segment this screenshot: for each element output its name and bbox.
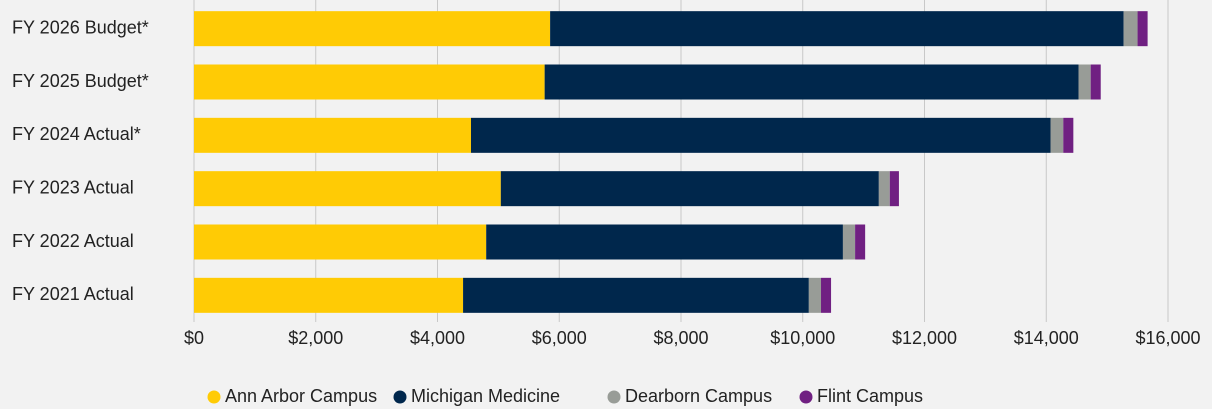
bar-segment xyxy=(1063,117,1074,153)
bar-segment xyxy=(1050,117,1064,153)
x-tick-label: $16,000 xyxy=(1135,328,1200,348)
bar-segment xyxy=(808,277,822,313)
x-tick-label: $4,000 xyxy=(410,328,465,348)
bar-segment xyxy=(1078,64,1091,100)
bar-segment xyxy=(194,11,551,47)
bar-segment xyxy=(855,224,866,260)
x-tick-label: $12,000 xyxy=(892,328,957,348)
bar-segment xyxy=(194,224,487,260)
bar-segment xyxy=(194,277,464,313)
legend-label: Michigan Medicine xyxy=(411,386,560,406)
legend-marker xyxy=(607,390,621,404)
bar-segment xyxy=(550,11,1124,47)
y-tick-label: FY 2021 Actual xyxy=(12,284,134,304)
x-tick-label: $6,000 xyxy=(532,328,587,348)
x-tick-label: $8,000 xyxy=(653,328,708,348)
x-tick-label: $2,000 xyxy=(288,328,343,348)
y-tick-label: FY 2025 Budget* xyxy=(12,71,149,91)
bar-segment xyxy=(194,171,501,207)
x-tick-label: $14,000 xyxy=(1014,328,1079,348)
bar-segment xyxy=(463,277,809,313)
bar-segment xyxy=(470,117,1051,153)
legend-label: Flint Campus xyxy=(817,386,923,406)
x-tick-label: $10,000 xyxy=(770,328,835,348)
bar-segment xyxy=(544,64,1079,100)
bar-segment xyxy=(842,224,856,260)
bar-segment xyxy=(194,64,545,100)
y-tick-label: FY 2026 Budget* xyxy=(12,17,149,37)
y-tick-label: FY 2023 Actual xyxy=(12,177,134,197)
bar-segment xyxy=(821,277,832,313)
bar-segment xyxy=(486,224,843,260)
bar-segment xyxy=(194,117,471,153)
bar-segment xyxy=(878,171,890,207)
bar-segment xyxy=(1090,64,1101,100)
legend-marker xyxy=(207,390,221,404)
legend-label: Ann Arbor Campus xyxy=(225,386,377,406)
legend-marker xyxy=(799,390,813,404)
bar-segment xyxy=(889,171,899,207)
bar-segment xyxy=(1123,11,1138,47)
bar-segment xyxy=(1137,11,1148,47)
y-tick-label: FY 2024 Actual* xyxy=(12,124,141,144)
legend-label: Dearborn Campus xyxy=(625,386,772,406)
x-tick-label: $0 xyxy=(184,328,204,348)
y-tick-label: FY 2022 Actual xyxy=(12,231,134,251)
legend-marker xyxy=(393,390,407,404)
bar-segment xyxy=(500,171,879,207)
